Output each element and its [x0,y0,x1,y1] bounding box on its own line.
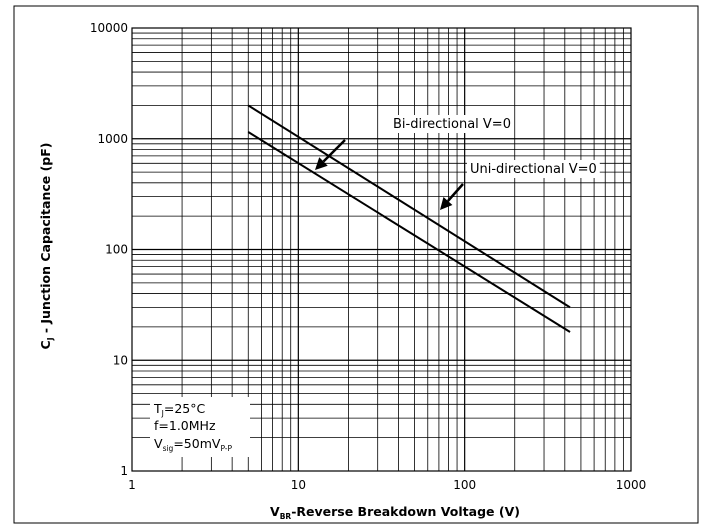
condition-vsig-main: V [154,436,163,451]
condition-tj: TJ=25°C [153,401,205,418]
series-line-0 [247,104,571,309]
y-axis-label-sub: J [46,337,55,341]
x-axis-label: VBR-Reverse Breakdown Voltage (V) [270,504,520,521]
condition-freq: f=1.0MHz [154,418,216,433]
annotation-bi-text: Bi-directional V=0 [393,117,511,132]
y-tick-label: 1 [120,464,128,478]
conditions-bg [150,397,250,457]
annotation-uni-arrow [447,183,464,202]
x-tick-labels: 1 10 100 1000 [128,478,646,492]
x-tick-label: 1000 [616,478,647,492]
annotation-uni-text: Uni-directional V=0 [470,162,597,177]
annotation-bi-arrowhead [315,157,328,170]
y-axis-label: CJ - Junction Capacitance (pF) [38,143,55,350]
condition-tj-rest: =25°C [164,401,206,416]
x-axis-label-sub: BR [280,512,292,521]
x-axis-label-rest: -Reverse Breakdown Voltage (V) [291,504,520,519]
annotation-uni-bg [467,160,600,178]
condition-vsig-mid: =50mV [173,436,221,451]
y-tick-labels: 1 10 100 1000 10000 [90,21,128,478]
x-axis-label-main: V [270,504,280,519]
condition-vsig-sub2: P-P [220,444,232,453]
series-lines [247,104,571,333]
condition-vsig: Vsig=50mVP-P [154,436,233,453]
annotation-uni-arrowhead [440,197,453,210]
y-axis-label-main: C [38,340,53,349]
x-tick-label: 1 [128,478,136,492]
chart-frame [13,5,699,524]
condition-tj-main: T [153,401,162,416]
series-line-1 [247,131,571,333]
annotation-bi-bg [390,115,514,133]
y-axis-label-rest: - Junction Capacitance (pF) [38,143,53,338]
x-tick-label: 100 [453,478,476,492]
annotation-bi-arrow [322,139,346,163]
y-tick-label: 1000 [97,132,128,146]
annotation-uni: Uni-directional V=0 [440,160,600,210]
x-tick-label: 10 [291,478,306,492]
condition-tj-sub: J [161,409,164,418]
y-tick-label: 10000 [90,21,128,35]
conditions-box: TJ=25°C f=1.0MHz Vsig=50mVP-P [150,397,250,457]
y-tick-label: 100 [105,243,128,257]
plot-border [131,27,632,472]
annotation-bi: Bi-directional V=0 [315,115,514,170]
condition-vsig-sub: sig [163,444,174,453]
y-tick-label: 10 [113,353,128,367]
